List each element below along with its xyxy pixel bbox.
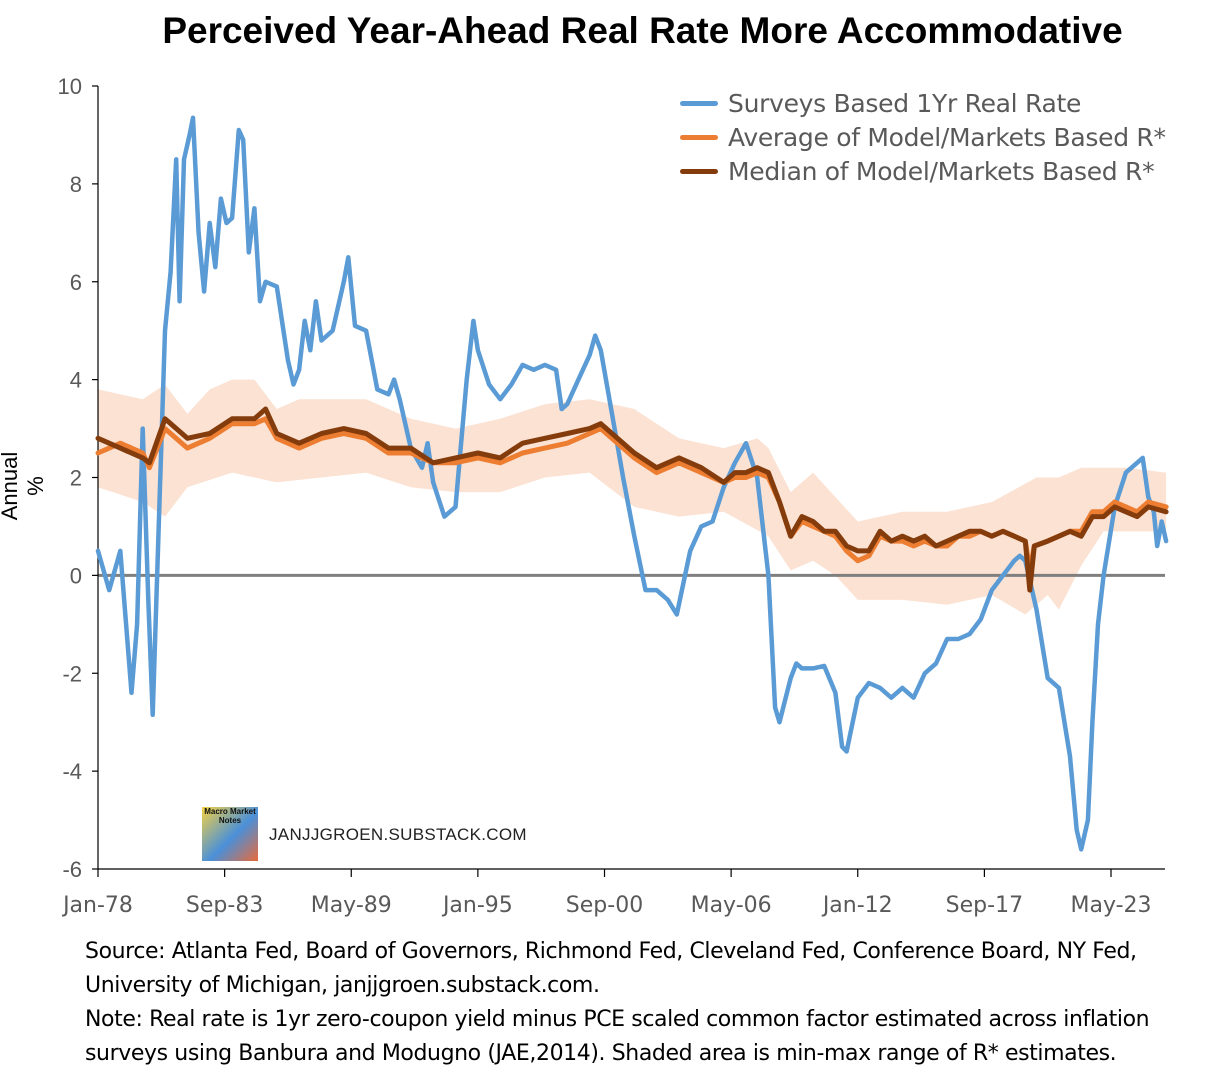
notes-line: Note: Real rate is 1yr zero-coupon yield… <box>85 1007 1150 1032</box>
legend-swatch-median <box>680 168 718 174</box>
source-notes: Source: Atlanta Fed, Board of Governors,… <box>85 935 1150 1071</box>
series-line-surveys <box>95 115 1169 852</box>
y-tick-label: 4 <box>70 368 82 393</box>
legend-item-median: Median of Model/Markets Based R* <box>680 154 1166 188</box>
notes-line: University of Michigan, janjjgroen.subst… <box>85 973 600 998</box>
notes-line: Source: Atlanta Fed, Board of Governors,… <box>85 939 1137 964</box>
legend-label: Median of Model/Markets Based R* <box>728 156 1155 186</box>
legend-item-surveys: Surveys Based 1Yr Real Rate <box>680 86 1166 120</box>
y-tick-label: 2 <box>70 466 82 491</box>
legend-label: Average of Model/Markets Based R* <box>728 122 1166 152</box>
legend-item-average: Average of Model/Markets Based R* <box>680 120 1166 154</box>
y-tick-label: 8 <box>70 172 82 197</box>
x-tick-label: May-06 <box>691 893 772 918</box>
y-tick-label: 6 <box>70 270 82 295</box>
watermark-site: JANJJGROEN.SUBSTACK.COM <box>269 825 527 844</box>
y-tick-label: 10 <box>58 74 82 99</box>
y-tick-label: -2 <box>62 661 82 686</box>
notes-line: surveys using Banbura and Modugno (JAE,2… <box>85 1041 1117 1066</box>
x-tick-label: May-23 <box>1070 893 1151 918</box>
x-tick-label: Jan-95 <box>441 893 513 918</box>
chart-title: Perceived Year-Ahead Real Rate More Acco… <box>162 10 1123 51</box>
x-tick-label: May-89 <box>311 893 392 918</box>
y-tick-label: -6 <box>62 857 82 882</box>
logo-text: Macro Market Notes <box>204 807 256 825</box>
legend-swatch-surveys <box>680 100 718 106</box>
x-tick-label: Jan-12 <box>821 893 893 918</box>
logo: Macro Market Notes <box>202 807 258 861</box>
x-tick-label: Sep-83 <box>186 893 263 918</box>
legend-label: Surveys Based 1Yr Real Rate <box>728 88 1082 118</box>
legend: Surveys Based 1Yr Real Rate Average of M… <box>680 86 1166 188</box>
x-tick-label: Sep-00 <box>566 893 643 918</box>
x-tick-label: Sep-17 <box>946 893 1023 918</box>
series-line-median <box>95 406 1169 593</box>
y-tick-label: -4 <box>62 759 82 784</box>
y-axis-label: Annual % <box>0 451 48 521</box>
x-tick-label: Jan-78 <box>61 893 133 918</box>
legend-swatch-average <box>680 134 718 140</box>
y-tick-label: 0 <box>70 563 82 588</box>
